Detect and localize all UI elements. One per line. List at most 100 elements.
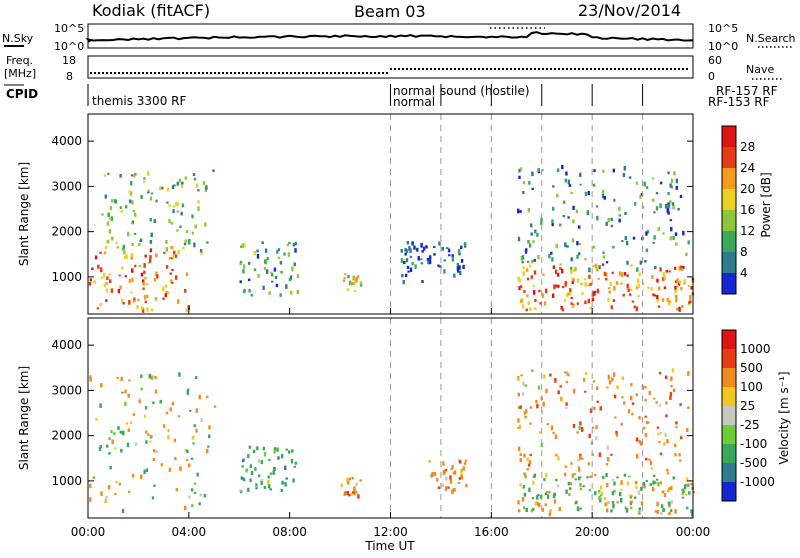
data-cell	[682, 230, 685, 236]
data-cell	[569, 288, 572, 293]
data-cell	[630, 506, 633, 510]
data-cell	[652, 486, 655, 492]
nsky-tick-top: 10^5	[54, 22, 84, 35]
data-cell	[104, 499, 108, 502]
data-cell	[589, 475, 592, 479]
data-cell	[656, 426, 660, 429]
data-cell	[255, 487, 258, 490]
data-cell	[615, 433, 619, 437]
data-cell	[662, 507, 665, 512]
data-cell	[177, 250, 180, 255]
velocity-y-ticks: 1000 2000 3000 4000	[51, 338, 693, 488]
data-cell	[129, 191, 133, 196]
data-cell	[530, 509, 534, 513]
data-cell	[273, 267, 277, 272]
data-cell	[606, 445, 609, 451]
y-tick-label: 2000	[51, 225, 82, 239]
data-cell	[522, 304, 525, 309]
data-cell	[99, 445, 102, 449]
data-cell	[404, 273, 408, 277]
data-cell	[280, 453, 284, 459]
data-cell	[464, 459, 468, 462]
data-cell	[114, 447, 117, 450]
data-cell	[620, 480, 623, 485]
data-cell	[156, 274, 159, 279]
data-cell	[114, 492, 117, 496]
data-cell	[453, 488, 456, 492]
data-cell	[662, 271, 665, 277]
data-cell	[525, 248, 528, 251]
data-cell	[531, 497, 535, 500]
data-cell	[575, 209, 579, 214]
data-cell	[280, 271, 283, 274]
data-cell	[669, 183, 672, 188]
data-cell	[605, 221, 608, 226]
data-cell	[143, 176, 146, 181]
data-cell	[521, 261, 524, 264]
freq-strip-frame	[87, 55, 694, 79]
data-cell	[288, 278, 292, 282]
data-cell	[449, 475, 452, 480]
data-cell	[680, 267, 684, 272]
data-cell	[127, 393, 130, 397]
data-cell	[541, 293, 545, 298]
data-cell	[522, 180, 526, 185]
data-cell	[292, 478, 295, 483]
data-cell	[688, 302, 691, 306]
data-cell	[260, 479, 264, 482]
data-cell	[177, 299, 180, 304]
data-cell	[689, 294, 692, 300]
data-cell	[650, 287, 653, 291]
data-cell	[352, 275, 355, 279]
data-cell	[174, 456, 177, 461]
data-cell	[656, 297, 659, 303]
data-cell	[657, 433, 660, 436]
data-cell	[346, 480, 350, 485]
data-cell	[669, 392, 673, 397]
data-cell	[256, 254, 260, 259]
data-cell	[554, 269, 558, 275]
data-cell	[675, 185, 678, 190]
data-cell	[628, 293, 632, 296]
data-cell	[277, 248, 281, 252]
data-cell	[89, 497, 92, 503]
data-cell	[587, 190, 590, 196]
data-cell	[559, 223, 562, 227]
data-cell	[458, 476, 462, 480]
data-cell	[294, 248, 297, 253]
data-cell	[243, 242, 246, 248]
data-cell	[588, 267, 591, 273]
data-cell	[128, 379, 131, 382]
data-cell	[631, 402, 635, 405]
colorbar-swatch	[722, 231, 736, 253]
data-cell	[586, 210, 589, 215]
data-cell	[552, 185, 555, 188]
velocity-plot-area: 1000 2000 3000 4000	[51, 317, 695, 519]
data-cell	[274, 275, 278, 279]
data-cell	[579, 172, 582, 178]
data-cell	[177, 415, 181, 418]
data-cell	[681, 496, 685, 499]
nave-tick-top: 60	[708, 54, 722, 67]
data-cell	[165, 247, 168, 252]
data-cell	[145, 440, 148, 444]
data-cell	[630, 383, 633, 387]
data-cell	[663, 275, 666, 281]
data-cell	[517, 418, 520, 423]
data-cell	[260, 460, 263, 465]
data-cell	[167, 435, 170, 440]
data-cell	[578, 242, 582, 246]
data-cell	[168, 257, 172, 260]
data-cell	[672, 388, 676, 393]
data-cell	[191, 435, 195, 440]
data-cell	[519, 285, 523, 289]
data-cell	[171, 281, 174, 284]
data-cell	[584, 258, 587, 261]
data-cell	[343, 492, 347, 496]
data-cell	[264, 259, 267, 264]
data-cell	[109, 217, 112, 220]
data-cell	[127, 394, 130, 398]
data-cell	[124, 389, 127, 394]
data-cell	[605, 463, 609, 466]
